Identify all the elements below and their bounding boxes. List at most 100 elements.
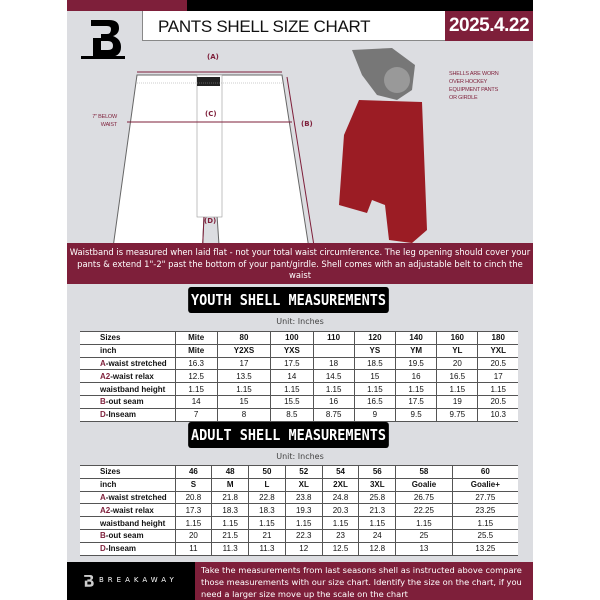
table-cell: 13.5 [216,369,271,384]
table-cell: 17.5 [394,395,437,409]
table-cell: 18.3 [211,503,249,518]
table-cell: 8 [216,408,271,422]
table-cell: 11 [174,542,212,556]
table-row: A-waist stretched 16.3 17 17.5 18 18.5 19.5 20 2… [80,357,518,371]
table-cell: 1.15 [394,382,437,396]
date-badge: 2025.4.22 [445,11,533,41]
table-cell: 21 [248,529,286,543]
table-cell: 20.5 [477,395,518,409]
table-cell: 110 [312,331,355,345]
shell-note-line: SHELLS ARE WORN [449,71,499,77]
table-cell: 15.5 [270,395,314,409]
table-cell: 14 [270,369,314,384]
measure-letter: A2 [100,371,111,381]
footer-instructions: Take the measurements from last seasons … [195,562,533,600]
table-cell: 20 [174,529,212,543]
youth-size-table: Sizes Mite 80 100 110 120 140 160 180 inch Mite Y2X… [80,331,518,422]
table-cell: 17 [216,357,271,371]
table-cell: Goalie+ [451,478,518,492]
row-label: Sizes [80,465,175,479]
table-cell: 100 [270,331,314,345]
table-row: B-out seam 14 15 15.5 16 16.5 17.5 19 20.5 [80,395,518,409]
table-cell: L [248,478,286,492]
table-cell: 15 [216,395,271,409]
table-row: A-waist stretched 20.8 21.8 22.8 23.8 24.8 25.… [80,491,518,505]
table-cell: 80 [216,331,271,345]
table-cell: 21.8 [211,491,249,505]
shell-note-line: OR GIRDLE [449,95,478,101]
adult-unit: Unit: Inches [276,452,324,461]
table-cell: YS [353,344,396,358]
table-cell: 120 [353,331,396,345]
table-row: A2-waist relax 17.3 18.3 18.3 19.3 20.3 21.3 22… [80,503,518,518]
table-cell: 21.5 [211,529,249,543]
table-cell: 23.8 [284,491,323,505]
table-cell: 25.5 [451,529,518,543]
table-cell: 13.25 [451,542,518,556]
table-cell: 50 [248,465,286,479]
table-cell: 25 [395,529,453,543]
table-cell: 16 [394,369,437,384]
row-label: A2-waist relax [80,503,175,518]
table-cell: XL [284,478,323,492]
table-cell: 15 [353,369,396,384]
row-label: A-waist stretched [80,357,175,371]
row-label: A2-waist relax [80,369,175,384]
brand-name: BREAKAWAY [99,576,178,584]
footer-brand: BREAKAWAY [67,562,195,600]
measure-name: -out seam [105,531,144,541]
breakaway-logo-icon [84,574,94,587]
measure-name: -Inseam [105,410,137,420]
label-a: (A) [207,53,219,61]
table-cell: 3XL [358,478,396,492]
table-cell: 11.3 [248,542,286,556]
measure-name: -waist stretched [105,492,167,502]
row-label: inch [80,344,175,358]
table-cell: 1.15 [477,382,518,396]
shell-note: SHELLS ARE WORN OVER HOCKEY EQUIPMENT PA… [449,70,499,102]
measure-name: Sizes [100,333,121,343]
measure-name: waistband height [100,384,166,394]
table-cell: 1.15 [358,516,396,530]
measure-letter: D [100,410,106,420]
table-cell: 16.5 [436,369,478,384]
table-cell: 1.15 [174,382,218,396]
table-row: A2-waist relax 12.5 13.5 14 14.5 15 16 16.5 17 [80,369,518,384]
table-cell: 9 [353,408,396,422]
table-row: inch Mite Y2XS YXS YS YM YL YXL [80,344,518,358]
measure-name: Sizes [100,467,121,477]
table-cell: Mite [174,331,218,345]
table-row: D-Inseam 7 8 8.5 8.75 9 9.5 9.75 10.3 [80,408,518,422]
table-cell: 9.75 [436,408,478,422]
table-cell: 1.15 [211,516,249,530]
measure-name: -waist relax [110,505,154,515]
measure-letter: A2 [100,505,111,515]
below-waist-note: 7" BELOW WAIST [92,114,117,128]
table-cell: 48 [211,465,249,479]
table-cell: 12 [284,542,323,556]
table-row: D-Inseam 11 11.3 11.3 12 12.5 12.8 13 13.25 [80,542,518,556]
table-cell: 1.15 [270,382,314,396]
table-cell: 12.8 [358,542,396,556]
table-cell: 19.5 [394,357,437,371]
row-label: B-out seam [80,529,175,543]
table-cell: 16 [312,395,355,409]
table-row: Sizes Mite 80 100 110 120 140 160 180 [80,331,518,345]
table-cell: 12.5 [174,369,218,384]
table-cell: 7 [174,408,218,422]
table-cell: 1.15 [395,516,453,530]
table-cell: 23.25 [451,503,518,518]
table-cell: 17.5 [270,357,314,371]
page-title: PANTS SHELL SIZE CHART [158,17,371,36]
table-cell: 13 [395,542,453,556]
table-cell: 11.3 [211,542,249,556]
table-cell: 17 [477,369,518,384]
table-cell: 1.15 [284,516,323,530]
table-cell: 1.15 [174,516,212,530]
row-label: D-Inseam [80,542,175,556]
table-cell: 1.15 [216,382,271,396]
table-cell: 140 [394,331,437,345]
youth-title: YOUTH SHELL MEASUREMENTS [188,287,389,313]
measure-letter: D [100,544,106,554]
table-cell: 1.15 [321,516,359,530]
